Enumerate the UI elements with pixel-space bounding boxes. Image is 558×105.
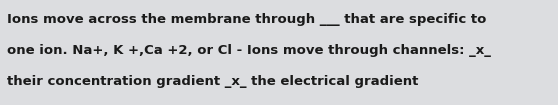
Text: one ion. Na+, K +,Ca +2, or Cl - Ions move through channels: _x_: one ion. Na+, K +,Ca +2, or Cl - Ions mo…	[7, 44, 491, 57]
Text: Ions move across the membrane through ___ that are specific to: Ions move across the membrane through __…	[7, 13, 487, 26]
Text: their concentration gradient _x_ the electrical gradient: their concentration gradient _x_ the ele…	[7, 75, 418, 88]
